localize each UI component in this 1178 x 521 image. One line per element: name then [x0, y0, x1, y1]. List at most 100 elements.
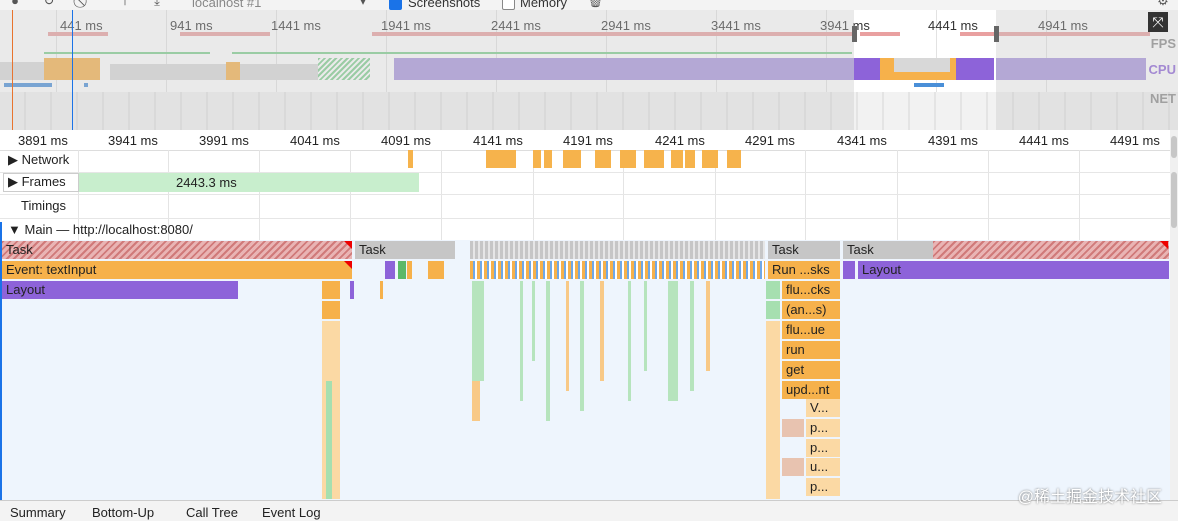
ruler-tick: 4241 ms — [655, 133, 705, 148]
overview-tick: 4441 ms — [928, 18, 978, 33]
tab-event-log[interactable]: Event Log — [262, 505, 321, 520]
ruler-tick: 4291 ms — [745, 133, 795, 148]
ruler-tick: 3941 ms — [108, 133, 158, 148]
tab-bottom-up[interactable]: Bottom-Up — [92, 505, 155, 520]
garbage-collect-icon[interactable]: 🗑 — [587, 0, 604, 8]
overview-tick: 3441 ms — [711, 18, 761, 33]
chevron-down-icon[interactable]: ▾ — [359, 0, 367, 8]
network-track-label[interactable]: ▶ Network — [8, 152, 70, 167]
network-request[interactable] — [671, 150, 683, 168]
network-request[interactable] — [595, 150, 611, 168]
call-stack-frame[interactable]: V... — [806, 399, 840, 417]
call-stack-frame[interactable]: p... — [806, 439, 840, 457]
call-stack-frame[interactable]: p... — [806, 478, 840, 496]
scroll-thumb[interactable] — [1171, 172, 1177, 228]
network-request[interactable] — [563, 150, 581, 168]
call-stack-frame[interactable]: (an...s) — [782, 301, 840, 319]
call-stack-frame[interactable]: p... — [806, 419, 840, 437]
screenshots-label: Screenshots — [408, 0, 481, 10]
net-lane: NET — [0, 82, 1178, 130]
network-request[interactable] — [644, 150, 664, 168]
overview-tick: 2441 ms — [491, 18, 541, 33]
network-request[interactable] — [620, 150, 636, 168]
timings-track-label[interactable]: Timings — [21, 198, 67, 213]
layout-block[interactable]: Layout — [858, 261, 1169, 279]
task-block[interactable]: Task — [768, 241, 840, 259]
load-profile-icon[interactable]: ⤒ — [122, 0, 128, 8]
timeline-overview[interactable]: 441 ms 941 ms 1441 ms 1941 ms 2441 ms 29… — [0, 10, 1178, 131]
overview-tick: 441 ms — [60, 18, 103, 33]
timings-track[interactable]: Timings — [0, 194, 1170, 219]
ruler-tick: 4041 ms — [290, 133, 340, 148]
network-request[interactable] — [486, 150, 516, 168]
call-stack-frame[interactable]: upd...nt — [782, 381, 840, 399]
ruler-tick: 4191 ms — [563, 133, 613, 148]
gear-icon[interactable]: ⚙ — [1157, 0, 1169, 8]
record-icon[interactable]: ● — [11, 0, 19, 8]
event-textinput-block[interactable]: Event: textInput — [2, 261, 352, 279]
network-request[interactable] — [408, 150, 413, 168]
reload-icon[interactable]: ↻ — [43, 0, 55, 8]
expand-icon[interactable]: ⤧ — [1148, 12, 1168, 32]
main-track-indicator — [0, 222, 2, 500]
network-request[interactable] — [533, 150, 541, 168]
run-tasks-block[interactable]: Run ...sks — [768, 261, 840, 279]
clear-icon[interactable]: ⃠ — [76, 0, 90, 8]
fps-lane: FPS — [0, 32, 1178, 54]
call-stack-frame[interactable]: flu...cks — [782, 281, 840, 299]
frames-track[interactable]: ▶ Frames 2443.3 ms — [0, 172, 1170, 195]
ruler-tick: 3991 ms — [199, 133, 249, 148]
call-stack-frame[interactable]: get — [782, 361, 840, 379]
flame-chart — [2, 240, 1170, 500]
call-stack-frame[interactable]: flu...ue — [782, 321, 840, 339]
task-block[interactable]: Task — [2, 241, 352, 259]
frame-bar[interactable] — [79, 173, 419, 192]
selection-handle-left[interactable] — [852, 26, 857, 42]
memory-checkbox[interactable] — [502, 0, 515, 10]
network-request[interactable] — [727, 150, 741, 168]
overview-tick: 3941 ms — [820, 18, 870, 33]
network-request[interactable] — [544, 150, 552, 168]
layout-block-small[interactable] — [843, 261, 855, 279]
task-block-cluster[interactable] — [470, 241, 765, 259]
ruler-tick: 4441 ms — [1019, 133, 1069, 148]
call-stack-frame[interactable]: u... — [806, 458, 840, 476]
ruler-tick: 4341 ms — [837, 133, 887, 148]
overview-tick: 1941 ms — [381, 18, 431, 33]
scroll-thumb-upper[interactable] — [1171, 136, 1177, 158]
frame-duration: 2443.3 ms — [176, 175, 237, 190]
details-tabs: Summary Bottom-Up Call Tree Event Log — [0, 500, 1178, 521]
main-track[interactable]: ▼ Main — http://localhost:8080/ — [0, 218, 1170, 240]
memory-label: Memory — [520, 0, 567, 10]
ruler-tick: 3891 ms — [18, 133, 68, 148]
network-track[interactable]: ▶ Network — [0, 150, 1170, 173]
task-block[interactable]: Task — [843, 241, 933, 259]
overview-tick: 2941 ms — [601, 18, 651, 33]
overview-tick: 941 ms — [170, 18, 213, 33]
fps-label: FPS — [1150, 36, 1176, 51]
overview-shade-right — [996, 10, 1178, 130]
selection-handle-right[interactable] — [994, 26, 999, 42]
save-profile-icon[interactable]: ⤓ — [154, 0, 160, 8]
ruler-tick: 4491 ms — [1110, 133, 1160, 148]
screenshots-checkbox[interactable] — [389, 0, 402, 10]
event-block-cluster[interactable] — [470, 261, 765, 279]
ruler-tick: 4141 ms — [473, 133, 523, 148]
task-block[interactable]: Task — [355, 241, 455, 259]
cpu-lane: CPU — [0, 56, 1178, 80]
timeline-scrollbar[interactable] — [1170, 130, 1178, 500]
main-track-label[interactable]: ▼ Main — http://localhost:8080/ — [8, 222, 193, 237]
timeline-ruler: 3891 ms 3941 ms 3991 ms 4041 ms 4091 ms … — [0, 130, 1178, 151]
watermark: @稀土掘金技术社区 — [1017, 489, 1162, 506]
tab-summary[interactable]: Summary — [10, 505, 66, 520]
tab-call-tree[interactable]: Call Tree — [186, 505, 239, 520]
call-stack-frame[interactable]: run — [782, 341, 840, 359]
overview-tick: 1441 ms — [271, 18, 321, 33]
overview-shade-left — [0, 10, 854, 130]
long-task-indicator — [933, 241, 1169, 259]
network-request[interactable] — [685, 150, 695, 168]
layout-block[interactable]: Layout — [2, 281, 238, 299]
target-select[interactable]: localhost #1 — [192, 0, 262, 10]
network-request[interactable] — [702, 150, 718, 168]
frames-track-label[interactable]: ▶ Frames — [8, 174, 66, 189]
